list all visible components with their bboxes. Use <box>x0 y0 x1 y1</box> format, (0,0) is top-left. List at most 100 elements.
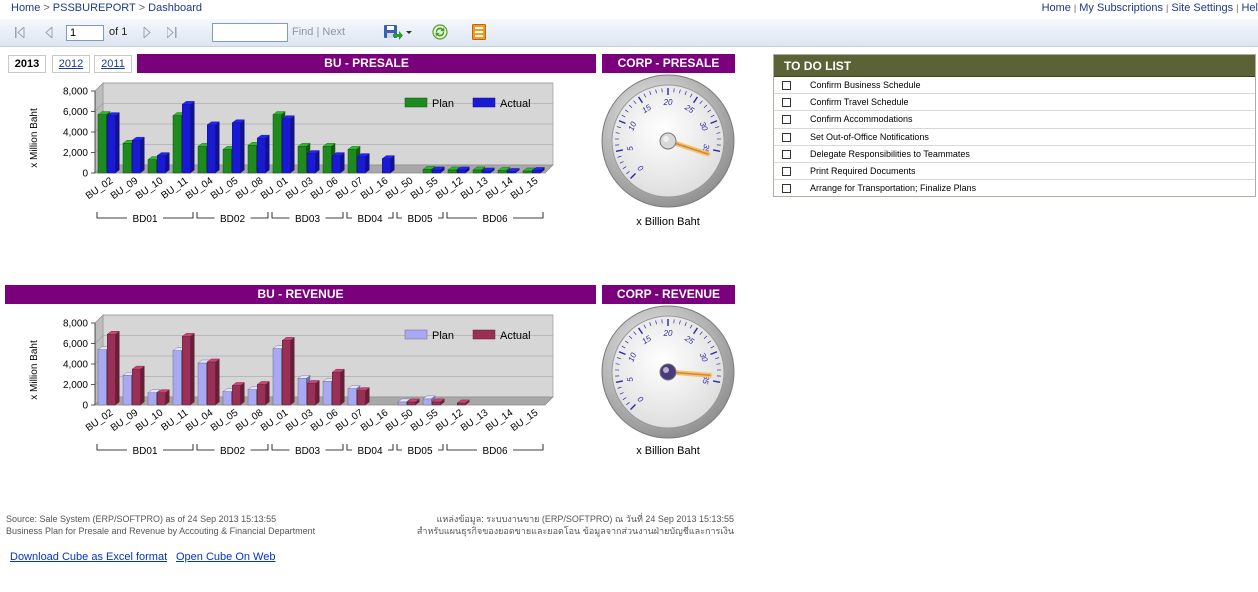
bar-side <box>165 389 170 405</box>
legend-label: Plan <box>432 330 454 342</box>
group-bracket <box>346 444 394 451</box>
first-page-icon[interactable] <box>15 27 25 38</box>
x-tick-label: BU_55 <box>409 407 441 434</box>
tab-year-2013[interactable]: 2013 <box>8 55 46 73</box>
bar <box>222 391 232 406</box>
print-layout-icon[interactable] <box>472 24 486 40</box>
y-axis-title: x Million Baht <box>29 108 40 168</box>
legend-label: Plan <box>432 98 454 110</box>
bar-side <box>140 137 145 173</box>
find-link[interactable]: Find <box>292 26 314 38</box>
x-tick-label: BU_05 <box>209 175 241 202</box>
bar <box>447 169 457 174</box>
bar <box>457 169 466 174</box>
tab-year-2012[interactable]: 2012 <box>52 55 90 73</box>
link-separator: | <box>1236 3 1239 13</box>
todo-checkbox[interactable] <box>782 149 791 159</box>
find-next-link[interactable]: Next <box>322 26 346 38</box>
gauge-tick <box>618 351 626 356</box>
bar <box>432 169 441 174</box>
gauge-tick <box>619 392 624 395</box>
bar <box>132 139 141 174</box>
gauge-scale-label: 30 <box>698 351 710 363</box>
save-export-icon[interactable] <box>384 24 412 40</box>
bar <box>247 389 257 406</box>
x-tick-label: BU_07 <box>334 175 366 202</box>
help-link[interactable]: Hel <box>1241 2 1258 14</box>
tab-year-2011[interactable]: 2011 <box>94 55 132 73</box>
refresh-icon[interactable] <box>432 24 448 40</box>
bu-revenue-header: BU - REVENUE <box>5 285 596 304</box>
home-link[interactable]: Home <box>1041 2 1071 14</box>
x-tick-label: BU_06 <box>309 407 341 434</box>
site-settings-link[interactable]: Site Settings <box>1171 2 1234 14</box>
gauge-hub-highlight <box>663 367 669 373</box>
x-tick-label: BU_16 <box>359 175 391 202</box>
legend-swatch <box>472 97 496 108</box>
gridline <box>94 82 553 92</box>
bar <box>182 336 191 406</box>
bar <box>472 169 482 174</box>
todo-checkbox[interactable] <box>782 115 791 125</box>
group-bracket <box>396 444 444 451</box>
gauge-scale-label: 20 <box>663 329 673 338</box>
x-tick-label: BU_12 <box>434 175 466 202</box>
breadcrumb-report[interactable]: PSSBUREPORT <box>52 2 136 14</box>
breadcrumb-dashboard[interactable]: Dashboard <box>148 2 202 14</box>
todo-item-label: Confirm Travel Schedule <box>810 97 909 108</box>
bar <box>497 170 507 174</box>
prev-page-icon[interactable] <box>45 27 53 38</box>
open-cube-web-link[interactable]: Open Cube On Web <box>176 551 276 563</box>
source-note-th: แหล่งข้อมูล: ระบบงานขาย (ERP/SOFTPRO) ณ … <box>380 513 734 537</box>
todo-checkbox[interactable] <box>782 81 791 90</box>
gauge-tick <box>626 171 630 175</box>
y-tick-label: 4,000 <box>63 128 88 139</box>
gauge-tick <box>707 109 712 113</box>
gauge-tick <box>715 126 720 129</box>
y-tick-label: 4,000 <box>63 360 88 371</box>
bar-side <box>440 398 445 405</box>
todo-checkbox[interactable] <box>782 184 791 194</box>
gauge-tick <box>689 324 693 329</box>
x-tick-label: BU_10 <box>134 175 166 202</box>
todo-checkbox[interactable] <box>782 98 791 108</box>
bar <box>122 143 132 174</box>
breadcrumb-home[interactable]: Home <box>11 2 41 14</box>
todo-checkbox[interactable] <box>782 132 791 142</box>
page-number-input[interactable] <box>66 25 104 41</box>
bar <box>522 170 532 174</box>
bar-side <box>365 153 370 173</box>
bar <box>282 118 291 174</box>
next-page-icon[interactable] <box>143 27 151 38</box>
gauge-scale-label: 0 <box>636 163 646 173</box>
gauge-tick <box>679 89 681 94</box>
todo-item-label: Set Out-of-Office Notifications <box>810 131 929 142</box>
gauge-tick <box>615 132 620 134</box>
x-tick-label: BU_09 <box>109 407 141 434</box>
bar-top <box>97 111 111 115</box>
bar <box>382 158 391 174</box>
download-excel-link[interactable]: Download Cube as Excel format <box>10 551 168 563</box>
bar-top <box>506 168 521 172</box>
group-bracket <box>196 212 269 219</box>
x-tick-label: BU_13 <box>459 175 491 202</box>
group-label: BD06 <box>482 446 507 457</box>
group-label: BD06 <box>482 214 507 225</box>
page-count: of 1 <box>109 26 128 38</box>
corp-presale-gauge-caption: x Billion Baht <box>636 216 700 228</box>
todo-checkbox[interactable] <box>782 166 791 176</box>
y-tick-label: 8,000 <box>63 87 88 98</box>
group-bracket <box>96 212 194 219</box>
corp-revenue-gauge-caption: x Billion Baht <box>636 445 700 457</box>
my-subscriptions-link[interactable]: My Subscriptions <box>1079 2 1164 14</box>
group-bracket <box>271 444 344 451</box>
bar <box>332 371 341 406</box>
group-label: BD04 <box>357 446 382 457</box>
find-input[interactable] <box>212 23 288 42</box>
find-separator: | <box>316 26 320 38</box>
x-tick-label: BU_12 <box>434 407 466 434</box>
bar <box>172 350 182 406</box>
report-toolbar: of 1 Find | Next <box>0 19 1258 47</box>
gauge-scale-label: 20 <box>663 98 673 107</box>
last-page-icon[interactable] <box>167 27 177 38</box>
